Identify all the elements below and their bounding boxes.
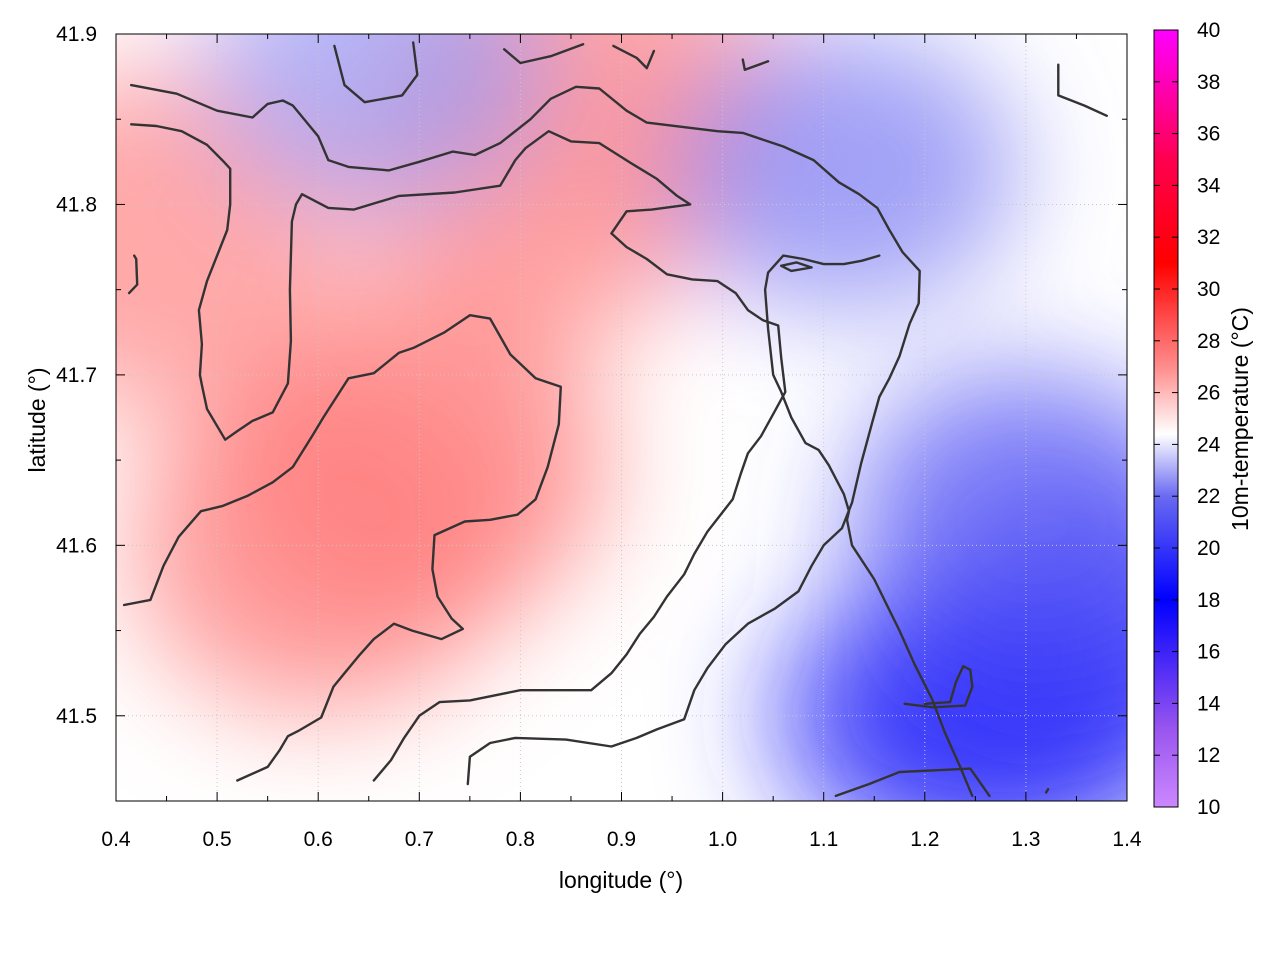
colorbar-tick-label: 32 xyxy=(1197,226,1220,249)
colorbar-title: 10m-temperature (°C) xyxy=(1227,307,1253,531)
contour-lines xyxy=(122,41,1108,798)
y-tick-label: 41.8 xyxy=(56,193,97,216)
x-tick-label: 0.8 xyxy=(506,828,535,851)
colorbar: 10 12 14 16 18 20 22 24 26 28 30 32 34 36 38 40 10m-tem… xyxy=(1153,19,1253,819)
heatmap-blobs xyxy=(116,34,1127,801)
y-tick-label: 41.5 xyxy=(56,705,97,728)
plot-area: 0.4 0.5 0.6 0.7 0.8 0.9 1.0 1.1 1.2 1.3 1.4 41.541… xyxy=(56,23,1142,851)
colorbar-tick-label: 36 xyxy=(1197,123,1220,146)
y-tick-label: 41.9 xyxy=(56,23,97,46)
contour-line-10 xyxy=(763,254,974,798)
colorbar-tick-label: 10 xyxy=(1197,796,1220,819)
x-tick-label: 1.1 xyxy=(809,828,838,851)
x-tick-label: 0.6 xyxy=(304,828,333,851)
colorbar-tick-label: 14 xyxy=(1197,692,1221,715)
x-tick-label: 1.2 xyxy=(910,828,939,851)
colorbar-ticks: 10 12 14 16 18 20 22 24 26 28 30 32 34 36 38 40 xyxy=(1154,19,1221,819)
contour-line-5 xyxy=(333,41,419,104)
contour-line-12 xyxy=(903,665,974,709)
contour-line-1 xyxy=(130,83,921,786)
heatmap-blob-11 xyxy=(203,34,554,209)
x-tick-label: 0.7 xyxy=(405,828,434,851)
x-tick-label: 0.4 xyxy=(101,828,131,851)
colorbar-scale xyxy=(1153,29,1179,808)
contour-line-2 xyxy=(130,123,787,782)
y-axis-title: latitude (°) xyxy=(24,367,50,472)
x-tick-label: 1.3 xyxy=(1011,828,1040,851)
x-tick-label: 1.4 xyxy=(1112,828,1142,851)
x-tick-label: 0.9 xyxy=(607,828,636,851)
colorbar-tick-label: 24 xyxy=(1197,433,1221,456)
colorbar-tick-label: 40 xyxy=(1197,19,1220,42)
colorbar-tick-label: 26 xyxy=(1197,382,1220,405)
x-axis-title: longitude (°) xyxy=(559,867,683,893)
contour-line-9 xyxy=(1057,63,1108,117)
colorbar-tick-label: 28 xyxy=(1197,330,1220,353)
contour-line-14 xyxy=(780,261,813,273)
y-tick-label: 41.7 xyxy=(56,364,97,387)
heatmap-blob-9 xyxy=(850,371,1127,652)
contour-line-13 xyxy=(1044,787,1050,794)
x-axis-ticks: 0.4 0.5 0.6 0.7 0.8 0.9 1.0 1.1 1.2 1.3 1.4 xyxy=(101,34,1142,851)
contour-line-8 xyxy=(741,58,770,71)
contour-line-11 xyxy=(834,767,991,798)
heatmap-blob-10 xyxy=(668,34,1019,311)
colorbar-tick-label: 12 xyxy=(1197,744,1220,767)
colorbar-tick-label: 34 xyxy=(1197,174,1221,197)
contour-line-6 xyxy=(503,43,585,65)
colorbar-tick-label: 22 xyxy=(1197,485,1220,508)
y-axis-ticks: 41.5 41.6 41.7 41.8 41.9 xyxy=(56,23,1127,728)
contour-line-7 xyxy=(612,44,656,70)
x-tick-label: 0.5 xyxy=(202,828,231,851)
contour-line-3 xyxy=(122,314,562,782)
y-tick-label: 41.6 xyxy=(56,534,97,557)
colorbar-tick-label: 16 xyxy=(1197,641,1220,664)
colorbar-tick-label: 38 xyxy=(1197,71,1220,94)
contour-line-4 xyxy=(127,254,139,295)
heatmap-field xyxy=(116,34,1127,801)
x-tick-label: 1.0 xyxy=(708,828,737,851)
colorbar-tick-label: 30 xyxy=(1197,278,1220,301)
colorbar-tick-label: 18 xyxy=(1197,589,1220,612)
colorbar-tick-label: 20 xyxy=(1197,537,1220,560)
